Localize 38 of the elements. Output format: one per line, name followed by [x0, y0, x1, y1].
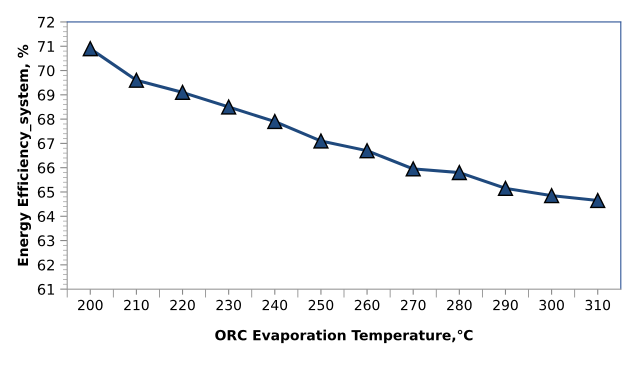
point	[452, 164, 467, 180]
y-tick-label: 68	[38, 114, 54, 125]
x-tick-label: 310	[586, 300, 610, 310]
x-tick-label: 290	[493, 300, 518, 310]
point	[544, 188, 560, 204]
x-tick-label: 280	[447, 300, 472, 310]
x-tick-label: 270	[400, 300, 426, 310]
point	[406, 161, 421, 177]
x-tick-label: 300	[539, 300, 564, 310]
x-tick-label: 240	[262, 300, 288, 310]
point	[221, 99, 236, 115]
x-tick-label: 210	[124, 300, 149, 310]
y-tick-label: 72	[38, 16, 54, 28]
y-tick-label: 63	[38, 235, 54, 246]
y-tick-label: 62	[38, 260, 54, 271]
y-tick-label: 66	[38, 162, 54, 174]
x-tick-label: 250	[308, 300, 334, 310]
y-tick-label: 69	[38, 90, 54, 101]
y-tick-label: 61	[38, 284, 54, 295]
y-tick-label: 71	[38, 41, 54, 52]
x-tick-label: 220	[170, 300, 195, 310]
point	[267, 114, 282, 130]
point	[590, 192, 606, 208]
x-tick-label: 200	[78, 300, 103, 310]
y-tick-label: 70	[38, 65, 54, 76]
point	[313, 133, 329, 149]
y-tick-label: 67	[38, 138, 54, 150]
point	[82, 41, 98, 56]
y-tick-label: 65	[38, 186, 54, 198]
point	[498, 180, 514, 196]
x-tick-label: 260	[354, 300, 380, 310]
x-axis-title: ORC Evaporation Temperature,℃	[215, 330, 473, 344]
y-axis-title: Energy Efficiency_system, %	[17, 44, 32, 266]
y-tick-label: 64	[38, 210, 55, 222]
point	[174, 84, 190, 100]
point	[359, 143, 375, 158]
x-tick-label: 230	[216, 300, 241, 310]
point	[128, 72, 144, 88]
